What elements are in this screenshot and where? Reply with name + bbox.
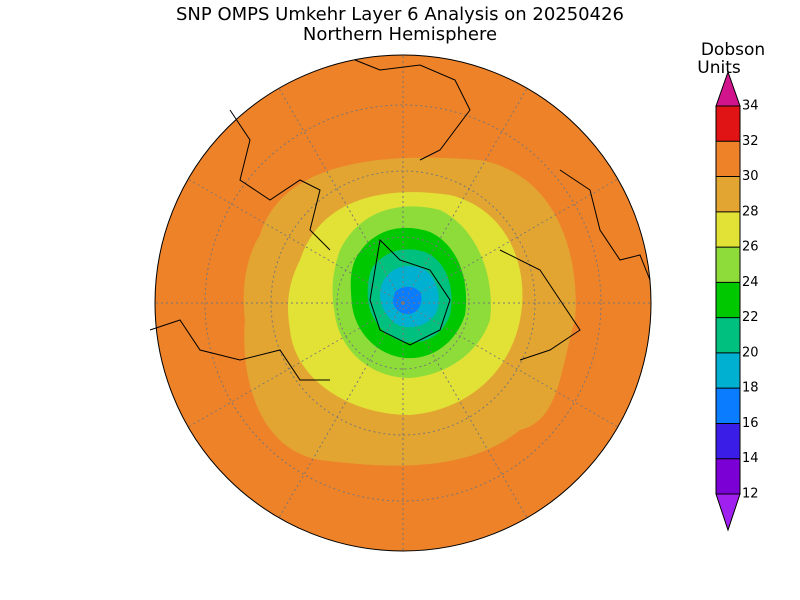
colorbar-bin — [716, 458, 740, 494]
meridian — [402, 302, 528, 519]
colorbar-label: Dobson — [701, 40, 765, 60]
title: SNP OMPS Umkehr Layer 6 Analysis on 2025… — [176, 4, 624, 25]
colorbar: 12 14 16 18 20 22 24 26 28 30 32 34 — [715, 70, 759, 532]
meridian — [187, 178, 404, 304]
meridian — [278, 87, 404, 304]
colorbar-tick-label: 22 — [742, 310, 759, 325]
colorbar-bin — [716, 176, 740, 212]
coastlines — [149, 59, 651, 381]
colorbar-tick-label: 12 — [742, 487, 759, 502]
colorbar-bin — [716, 247, 740, 283]
colorbar-tick-label: 26 — [742, 240, 759, 255]
colorbar-bin — [716, 388, 740, 424]
meridian — [402, 87, 528, 304]
colorbar-tick-label: 24 — [742, 275, 759, 290]
colorbar-tick-label: 18 — [742, 381, 759, 396]
colorbar-bin — [716, 317, 740, 353]
colorbar-tick-label: 32 — [742, 134, 759, 149]
colorbar-tick-label: 28 — [742, 204, 759, 219]
colorbar-tick-label: 16 — [742, 416, 759, 431]
colorbar-tick-label: 20 — [742, 345, 759, 360]
colorbar-bin — [716, 141, 740, 177]
colorbar-tick-label: 14 — [742, 451, 759, 466]
colorbar-bin — [716, 352, 740, 389]
colorbar-bin — [716, 423, 740, 459]
colorbar-under-arrow — [715, 493, 741, 532]
colorbar-bin — [716, 106, 740, 142]
meridian — [402, 302, 619, 428]
subtitle: Northern Hemisphere — [303, 24, 497, 45]
meridian — [187, 302, 404, 428]
meridian — [278, 302, 404, 519]
colorbar-bin — [716, 211, 740, 248]
colorbar-tick-label: 30 — [742, 169, 759, 184]
colorbar-tick-label: 34 — [742, 99, 759, 114]
colorbar-bin — [716, 282, 740, 318]
colorbar-label: Units — [697, 58, 741, 78]
map-border — [154, 54, 652, 552]
